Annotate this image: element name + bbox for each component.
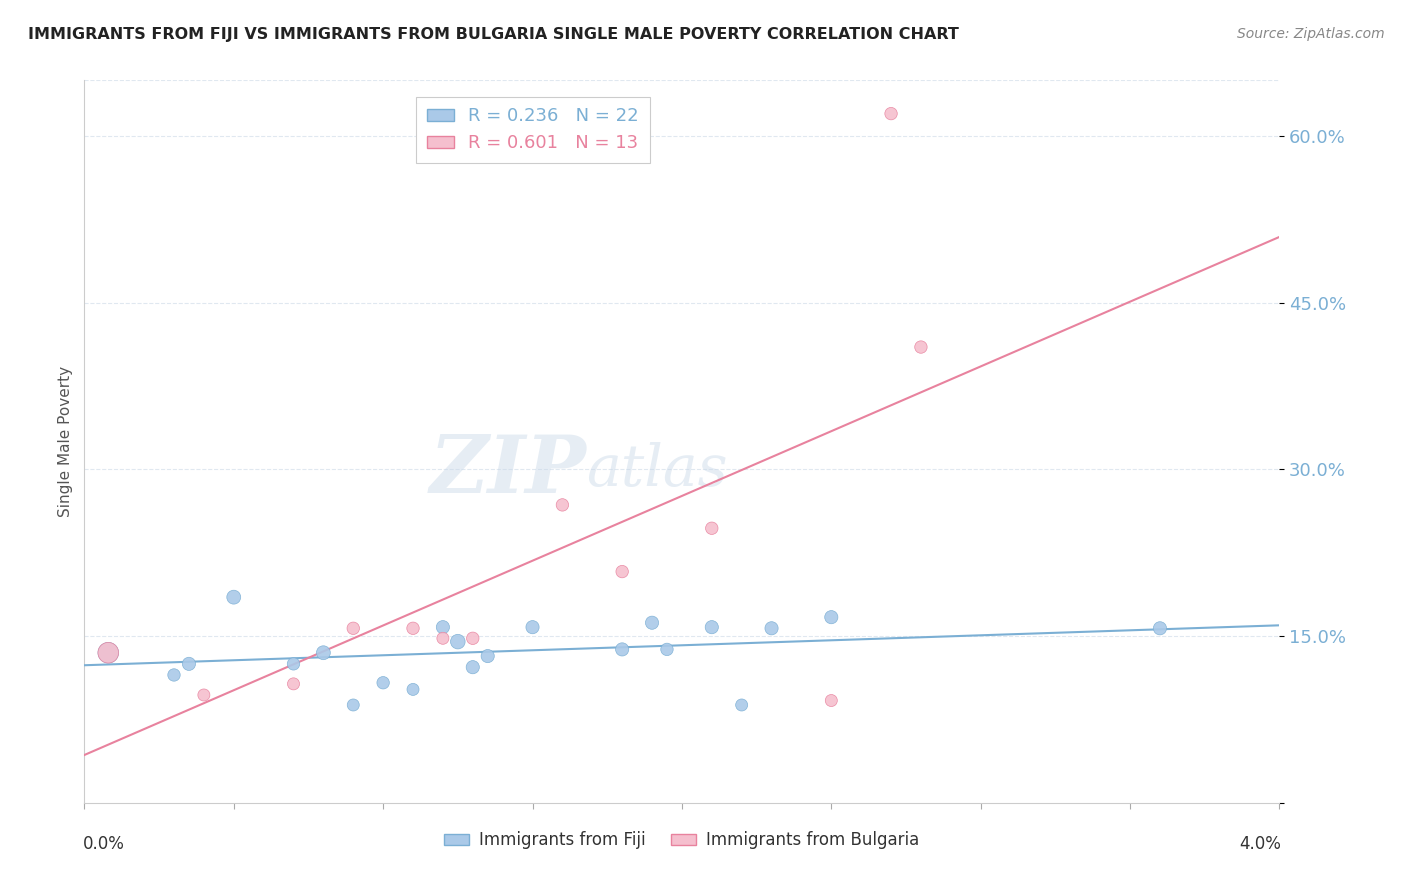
Point	[97, 646, 120, 660]
Point	[193, 688, 215, 702]
Point	[402, 621, 425, 635]
Point	[283, 657, 305, 671]
Point	[820, 610, 842, 624]
Point	[461, 660, 484, 674]
Point	[700, 620, 723, 634]
Point	[432, 620, 454, 634]
Point	[222, 590, 245, 604]
Legend: Immigrants from Fiji, Immigrants from Bulgaria: Immigrants from Fiji, Immigrants from Bu…	[437, 824, 927, 856]
Point	[283, 677, 305, 691]
Text: ZIP: ZIP	[429, 432, 586, 509]
Point	[910, 340, 932, 354]
Point	[177, 657, 200, 671]
Point	[655, 642, 678, 657]
Point	[373, 675, 395, 690]
Point	[477, 649, 499, 664]
Point	[461, 632, 484, 646]
Y-axis label: Single Male Poverty: Single Male Poverty	[58, 366, 73, 517]
Text: atlas: atlas	[586, 442, 728, 499]
Point	[402, 682, 425, 697]
Text: 4.0%: 4.0%	[1239, 835, 1281, 854]
Point	[97, 646, 120, 660]
Text: 0.0%: 0.0%	[83, 835, 125, 854]
Text: Source: ZipAtlas.com: Source: ZipAtlas.com	[1237, 27, 1385, 41]
Point	[731, 698, 754, 712]
Point	[612, 565, 634, 579]
Point	[432, 632, 454, 646]
Point	[551, 498, 574, 512]
Point	[447, 634, 470, 648]
Point	[612, 642, 634, 657]
Point	[1149, 621, 1171, 635]
Point	[342, 621, 364, 635]
Text: IMMIGRANTS FROM FIJI VS IMMIGRANTS FROM BULGARIA SINGLE MALE POVERTY CORRELATION: IMMIGRANTS FROM FIJI VS IMMIGRANTS FROM …	[28, 27, 959, 42]
Point	[880, 106, 903, 120]
Point	[522, 620, 544, 634]
Point	[641, 615, 664, 630]
Point	[700, 521, 723, 535]
Point	[312, 646, 335, 660]
Point	[761, 621, 783, 635]
Point	[342, 698, 364, 712]
Point	[820, 693, 842, 707]
Point	[163, 668, 186, 682]
